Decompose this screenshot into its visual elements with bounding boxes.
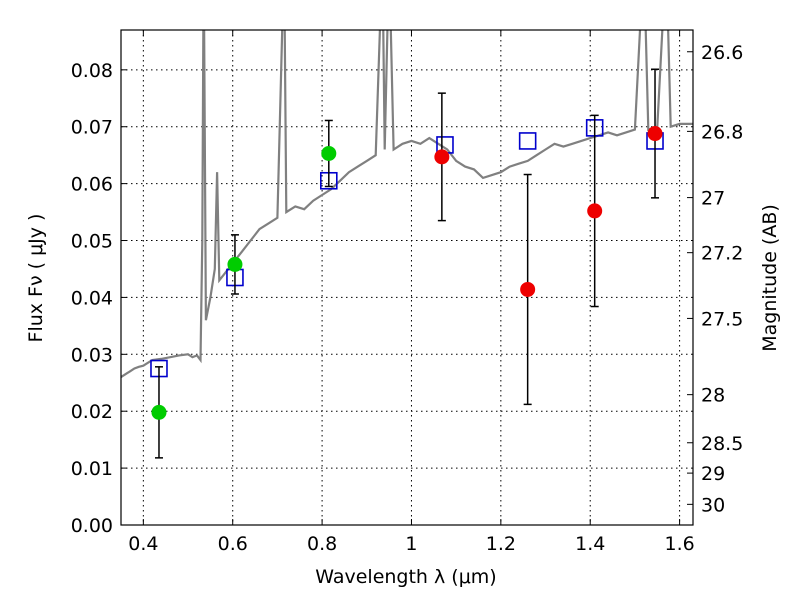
y-tick-label: 0.08 <box>71 60 113 82</box>
y-tick-label: 0.05 <box>71 231 113 253</box>
x-tick-label: 0.8 <box>307 533 337 555</box>
y2-tick-label: 30 <box>701 494 725 516</box>
y2-axis-label: Magnitude (AB) <box>759 204 781 352</box>
y-tick-label: 0.00 <box>71 515 113 537</box>
x-tick-label: 1 <box>405 533 417 555</box>
y2-tick-label: 28 <box>701 385 725 407</box>
axis-ticks: 0.4 0.6 0.8 1 1.2 1.4 1.6 0.00 0.01 0.02 0.03 0.04 0… <box>71 30 743 555</box>
model-spectrum <box>121 30 693 379</box>
data-markers <box>150 68 664 459</box>
y2-tick-label: 27.5 <box>701 308 743 330</box>
plot-frame <box>120 29 694 526</box>
observed-flux-point <box>587 203 603 219</box>
y-tick-label: 0.01 <box>71 458 113 480</box>
observed-flux-point <box>434 149 450 165</box>
y-axis-label: Flux Fν ( μJy ) <box>25 214 47 343</box>
y-tick-label: 0.07 <box>71 117 113 139</box>
template-spectrum-line <box>121 30 693 379</box>
observed-flux-point <box>151 404 167 420</box>
y2-tick-label: 27 <box>701 188 725 210</box>
x-tick-label: 1.2 <box>486 533 516 555</box>
x-tick-label: 0.4 <box>128 533 158 555</box>
y2-tick-label: 26.6 <box>701 42 743 64</box>
model-flux-square <box>518 132 537 150</box>
y2-tick-label: 28.5 <box>701 433 743 455</box>
x-axis-label: Wavelength λ (μm) <box>315 566 496 588</box>
y-tick-label: 0.03 <box>71 344 113 366</box>
y2-tick-label: 26.8 <box>701 121 743 143</box>
y2-tick-label: 27.2 <box>701 243 743 265</box>
observed-flux-point <box>227 256 243 272</box>
y-tick-label: 0.02 <box>71 401 113 423</box>
observed-flux-point <box>321 145 337 161</box>
x-tick-label: 1.6 <box>664 533 694 555</box>
x-tick-label: 1.4 <box>575 533 605 555</box>
observed-flux-point <box>520 281 536 297</box>
x-tick-label: 0.6 <box>218 533 248 555</box>
y2-tick-label: 29 <box>701 463 725 485</box>
y-tick-label: 0.04 <box>71 287 113 309</box>
observed-flux-point <box>647 126 663 142</box>
y-tick-label: 0.06 <box>71 174 113 196</box>
